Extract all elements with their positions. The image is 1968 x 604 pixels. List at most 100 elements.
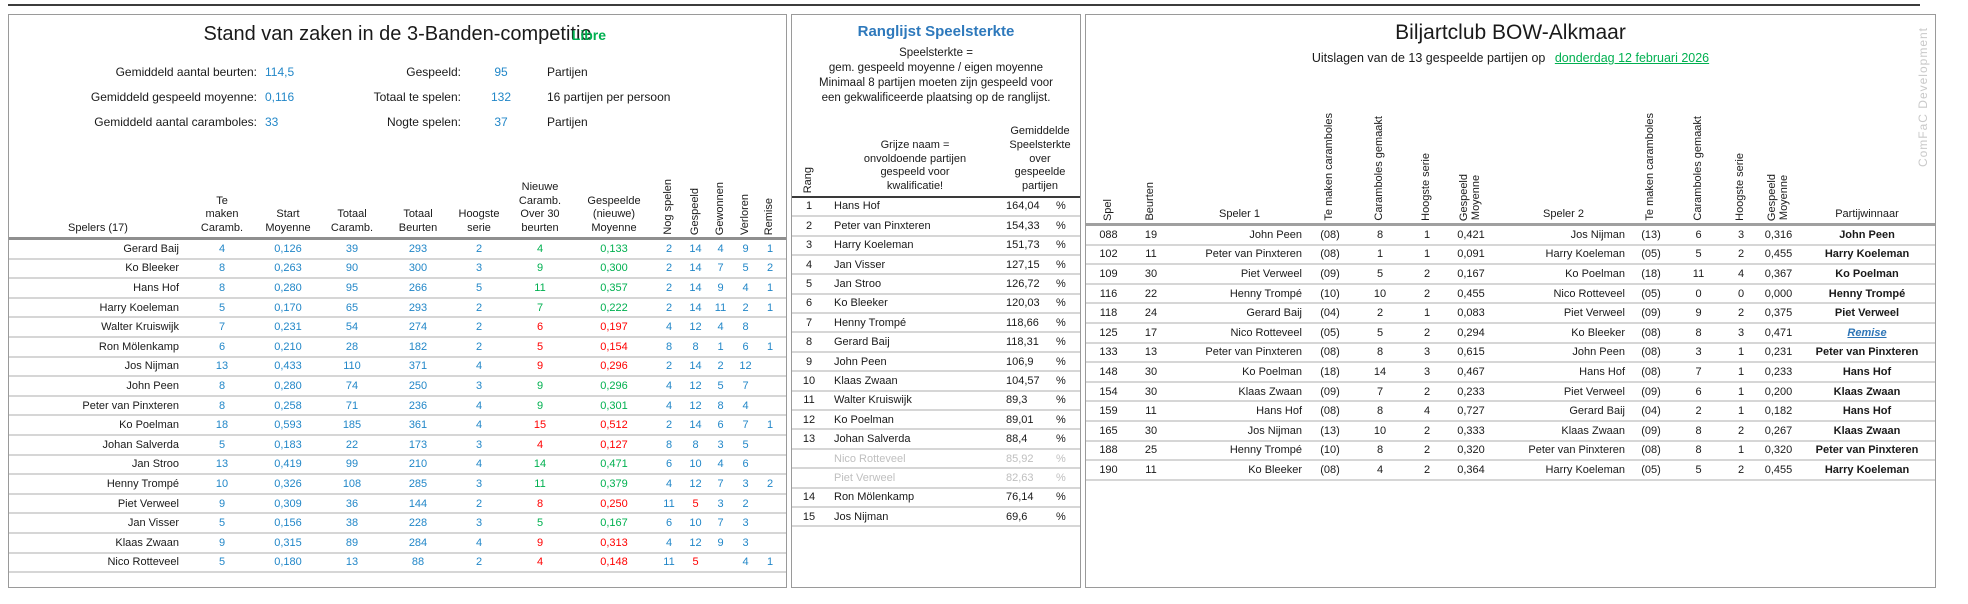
ranking-body: 1 Hans Hof 164,04 % 2 Peter van Pinxtere… — [792, 198, 1080, 528]
speler1-name: Piet Verweel — [1240, 267, 1302, 280]
speler2-caramboles-gemaakt: 6 — [1695, 228, 1702, 241]
totaal-beurten: 236 — [408, 399, 428, 412]
col-header-totaal-beurten: Totaal Beurten — [398, 208, 438, 234]
percent-sign: % — [1056, 336, 1066, 349]
start-moyenne: 0,231 — [274, 321, 302, 334]
speler2-gespeeld-moyenne: 0,320 — [1764, 444, 1793, 457]
col-header-caramboles-gemaakt-1: Caramboles gemaakt — [1373, 116, 1386, 221]
stat-value: 132 — [490, 89, 512, 104]
col-header-hoogste-serie-2: Hoogste serie — [1734, 153, 1747, 221]
col-header-spel: Spel — [1101, 198, 1114, 221]
verloren: 4 — [742, 399, 749, 412]
remise: 2 — [766, 262, 774, 275]
spel-number: 154 — [1099, 385, 1118, 398]
speler1-name: Peter van Pinxteren — [1205, 248, 1302, 261]
speler1-te-maken: (08) — [1320, 405, 1340, 418]
start-moyenne: 0,280 — [274, 281, 302, 294]
ranking-row: 6 Ko Bleeker 120,03 % — [792, 295, 1080, 315]
beurten: 30 — [1144, 267, 1158, 280]
start-moyenne: 0,433 — [274, 360, 302, 373]
speler1-name: Hans Hof — [1256, 405, 1302, 418]
verloren: 6 — [742, 458, 749, 471]
discipline-badge: Libre — [571, 27, 606, 43]
speler2-name: Ko Poelman — [1565, 267, 1625, 280]
player-name: Peter van Pinxteren — [82, 399, 179, 412]
speler1-hoogste-serie: 1 — [1423, 307, 1431, 320]
speler2-te-maken: (08) — [1641, 365, 1661, 378]
start-moyenne: 0,315 — [274, 536, 302, 549]
col-header-speelsterkte: Gemiddelde Speelsterkte over gespeelde p… — [1009, 125, 1071, 192]
ranking-row: 9 John Peen 106,9 % — [792, 353, 1080, 373]
speler1-te-maken: (10) — [1320, 287, 1340, 300]
standings-row: Ron Mölenkamp 6 0,210 28 182 2 5 0,154 8… — [9, 338, 786, 358]
nieuwe-caramboles: 9 — [536, 379, 544, 392]
speler2-te-maken: (13) — [1641, 228, 1661, 241]
remise: 1 — [766, 556, 774, 569]
hoogste-serie: 4 — [475, 419, 483, 432]
result-row: 133 13 Peter van Pinxteren (08) 8 3 0,61… — [1086, 344, 1935, 364]
standings-row: Gerard Baij 4 0,126 39 293 2 4 0,133 2 1… — [9, 240, 786, 260]
nog-spelen: 8 — [665, 340, 673, 353]
speler1-name: Henny Trompé — [1229, 444, 1302, 457]
rank-number: 8 — [805, 336, 813, 349]
verloren: 5 — [742, 438, 749, 451]
totaal-beurten: 210 — [408, 458, 428, 471]
gespeelde-moyenne: 0,250 — [600, 497, 628, 510]
gespeeld: 14 — [689, 242, 702, 255]
gewonnen: 5 — [717, 379, 724, 392]
percent-sign: % — [1056, 510, 1066, 523]
nog-spelen: 11 — [663, 556, 675, 569]
player-name: Henny Trompé — [834, 316, 907, 329]
partijwinnaar: Remise — [1847, 326, 1887, 339]
rank-number: 9 — [805, 355, 813, 368]
speler1-hoogste-serie: 4 — [1423, 405, 1431, 418]
beurten: 22 — [1144, 287, 1158, 300]
speelsterkte-value: 126,72 — [1006, 278, 1040, 290]
stat-value: 0,116 — [265, 89, 295, 104]
results-panel: Biljartclub BOW-Alkmaar Uitslagen van de… — [1085, 14, 1936, 588]
results-body: 088 19 John Peen (08) 8 1 0,421 Jos Nijm… — [1086, 226, 1935, 481]
results-date-link[interactable]: donderdag 12 februari 2026 — [1554, 51, 1710, 65]
speelsterkte-value: 76,14 — [1006, 491, 1034, 504]
beurten: 13 — [1144, 346, 1158, 359]
standings-header-row: Spelers (17) Te maken Caramb. Start Moye… — [9, 145, 786, 240]
te-maken-caramboles: 5 — [218, 301, 226, 314]
remise: 1 — [766, 281, 774, 294]
standings-row: Nico Rotteveel 5 0,180 13 88 2 4 0,148 1… — [9, 554, 786, 574]
beurten: 11 — [1145, 405, 1157, 418]
partijwinnaar: Harry Koeleman — [1824, 248, 1910, 261]
gespeeld: 10 — [689, 458, 702, 471]
player-name: Jan Stroo — [834, 278, 882, 290]
gespeeld: 14 — [689, 262, 702, 275]
col-header-grijze-naam: Grijze naam = onvoldoende partijen gespe… — [863, 138, 967, 192]
partijwinnaar: Piet Verweel — [1834, 307, 1900, 320]
player-name: Jan Visser — [834, 258, 886, 271]
speler1-name: John Peen — [1249, 228, 1302, 241]
speler2-name: Jos Nijman — [1570, 228, 1625, 241]
speler1-gespeeld-moyenne: 0,455 — [1457, 287, 1485, 300]
player-name: Jos Nijman — [124, 360, 179, 373]
percent-sign: % — [1056, 239, 1066, 252]
nieuwe-caramboles: 7 — [536, 301, 544, 314]
rank-number: 6 — [805, 297, 813, 310]
verloren: 8 — [742, 321, 749, 334]
stat-suffix: 16 partijen per persoon — [547, 89, 671, 104]
nog-spelen: 2 — [665, 281, 673, 294]
player-name: John Peen — [834, 355, 887, 368]
gespeelde-moyenne: 0,300 — [600, 262, 628, 275]
rank-number: 13 — [802, 433, 816, 446]
gespeelde-moyenne: 0,133 — [600, 242, 628, 255]
speelsterkte-value: 89,01 — [1006, 413, 1034, 426]
speler1-te-maken: (08) — [1320, 228, 1340, 241]
te-maken-caramboles: 8 — [218, 379, 226, 392]
result-row: 148 30 Ko Poelman (18) 14 3 0,467 Hans H… — [1086, 363, 1935, 383]
speler2-hoogste-serie: 2 — [1737, 248, 1745, 261]
standings-row: Johan Salverda 5 0,183 22 173 3 4 0,127 … — [9, 436, 786, 456]
speler2-name: Klaas Zwaan — [1561, 424, 1625, 437]
nieuwe-caramboles: 6 — [536, 321, 544, 334]
speler2-caramboles-gemaakt: 9 — [1695, 307, 1702, 320]
start-moyenne: 0,280 — [274, 379, 302, 392]
ranking-row: 10 Klaas Zwaan 104,57 % — [792, 372, 1080, 392]
col-header-nieuwe-caramb: Nieuwe Caramb. Over 30 beurten — [518, 181, 562, 234]
speler2-name: Piet Verweel — [1563, 307, 1625, 320]
